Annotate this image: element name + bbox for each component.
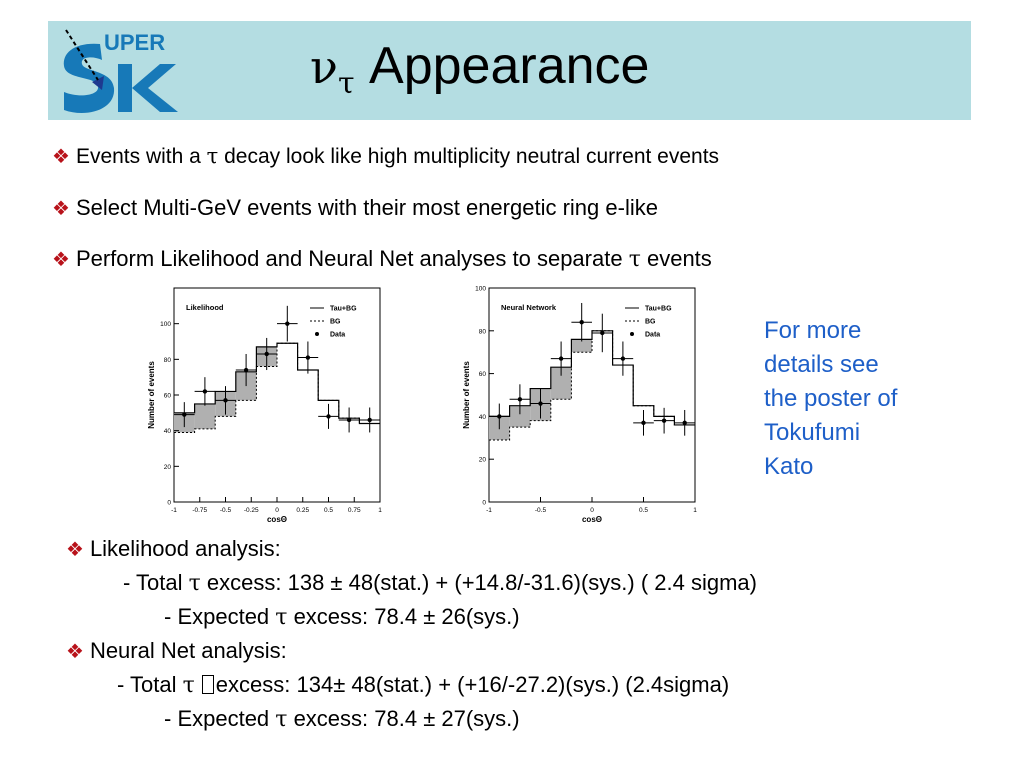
x-tick-label: 0 <box>590 507 594 514</box>
data-point <box>305 355 311 360</box>
x-tick-label: -0.5 <box>535 507 547 514</box>
diamond-bullet-icon: ❖ <box>66 539 84 561</box>
x-tick-label: -1 <box>171 507 177 514</box>
x-tick-label: 1 <box>693 507 697 514</box>
title-nu: ν <box>310 40 338 94</box>
neural-network-histogram: 0 20 40 60 80 100 -1 -0.5 0 0.5 1 cosΘ Number of eve… <box>462 286 697 525</box>
data-point <box>243 367 249 373</box>
data-point <box>641 420 646 426</box>
data-point <box>579 320 584 325</box>
diamond-bullet-icon: ❖ <box>66 641 84 663</box>
x-tick-label: -0.5 <box>220 507 232 514</box>
legend-label: BG <box>645 319 656 326</box>
diamond-bullet-icon: ❖ <box>52 146 70 168</box>
y-tick-label: 20 <box>164 464 172 471</box>
data-point <box>600 330 605 336</box>
data-point <box>367 417 372 423</box>
neural-net-total: - Total τ excess: 134± 48(stat.) + (+16/… <box>117 672 730 698</box>
chart-title: Likelihood <box>186 303 224 312</box>
data-point <box>346 417 352 423</box>
diamond-bullet-icon: ❖ <box>52 249 70 271</box>
tau-excess-band <box>194 403 216 429</box>
y-tick-label: 60 <box>164 393 172 400</box>
x-tick-label: 0 <box>275 507 279 514</box>
data-point <box>620 356 626 361</box>
data-point <box>202 389 208 394</box>
neural-net-expected: - Expected τ excess: 78.4 ± 27(sys.) <box>164 706 520 732</box>
x-tick-label: -0.25 <box>244 507 259 514</box>
likelihood-total: - Total τ excess: 138 ± 48(stat.) + (+14… <box>123 570 757 596</box>
data-point <box>558 356 564 361</box>
y-tick-label: 60 <box>479 371 487 378</box>
likelihood-expected: - Expected τ excess: 78.4 ± 26(sys.) <box>164 604 520 630</box>
title-tau-subscript: τ <box>337 66 355 101</box>
x-tick-label: -0.75 <box>192 507 207 514</box>
likelihood-histogram: 0 20 40 60 80 100 -1 -0.75 -0.5 -0.25 0 0.25 0.5 0.75… <box>147 287 382 524</box>
y-tick-label: 40 <box>479 414 487 421</box>
legend-label: Data <box>330 332 345 339</box>
y-tick-label: 80 <box>164 357 172 364</box>
legend-label: Tau+BG <box>645 306 672 313</box>
x-tick-label: 1 <box>378 507 382 514</box>
data-point <box>517 397 523 402</box>
x-axis-label: cosΘ <box>267 515 287 524</box>
tau-excess-band <box>550 367 572 400</box>
diamond-bullet-icon: ❖ <box>52 198 70 220</box>
y-tick-label: 20 <box>479 457 487 464</box>
y-tick-label: 0 <box>482 500 486 507</box>
super-k-logo: UPER <box>56 24 188 120</box>
tau-bg-histogram <box>489 330 695 426</box>
x-tick-label: 0.25 <box>296 507 309 514</box>
legend-data-swatch <box>315 332 319 336</box>
y-tick-label: 0 <box>167 500 171 507</box>
data-point <box>264 351 269 357</box>
data-point <box>223 398 228 403</box>
slide-title: ντ Appearance <box>310 36 649 114</box>
chart-title: Neural Network <box>501 303 557 312</box>
neural-net-heading: ❖ Neural Net analysis: <box>66 638 287 663</box>
data-point <box>182 412 187 417</box>
y-tick-label: 80 <box>479 328 487 335</box>
tau-excess-band <box>571 339 592 353</box>
x-axis-label: cosΘ <box>582 515 602 524</box>
logo-text: UPER <box>104 30 165 55</box>
x-tick-label: 0.75 <box>348 507 361 514</box>
data-point <box>661 418 667 423</box>
title-text: Appearance <box>369 37 650 95</box>
data-point <box>285 321 290 326</box>
y-tick-label: 100 <box>475 286 486 293</box>
bullet-2: ❖ Select Multi-GeV events with their most… <box>52 195 658 220</box>
bullet-1: ❖ Events with a τ decay look like high mu… <box>52 144 720 168</box>
data-point <box>326 414 331 419</box>
y-tick-label: 40 <box>164 428 172 435</box>
legend-data-swatch <box>630 332 634 336</box>
tau-bg-histogram <box>174 342 380 425</box>
legend-label: Data <box>645 332 660 339</box>
missing-glyph-icon <box>201 675 214 694</box>
poster-note: For more details see the poster of Tokuf… <box>764 317 898 480</box>
y-axis-label: Number of events <box>147 361 156 429</box>
tau-excess-band <box>509 405 531 428</box>
data-point <box>538 401 543 406</box>
data-point <box>682 420 687 426</box>
y-tick-label: 100 <box>160 321 171 328</box>
x-tick-label: -1 <box>486 507 492 514</box>
data-point <box>497 414 502 419</box>
likelihood-heading: ❖ Likelihood analysis: <box>66 536 281 561</box>
x-tick-label: 0.5 <box>324 507 333 514</box>
y-axis-label: Number of events <box>462 361 471 429</box>
legend-label: Tau+BG <box>330 306 357 313</box>
legend-label: BG <box>330 319 341 326</box>
x-tick-label: 0.5 <box>639 507 648 514</box>
bullet-3: ❖ Perform Likelihood and Neural Net analy… <box>52 246 712 272</box>
title-bar <box>48 21 971 120</box>
